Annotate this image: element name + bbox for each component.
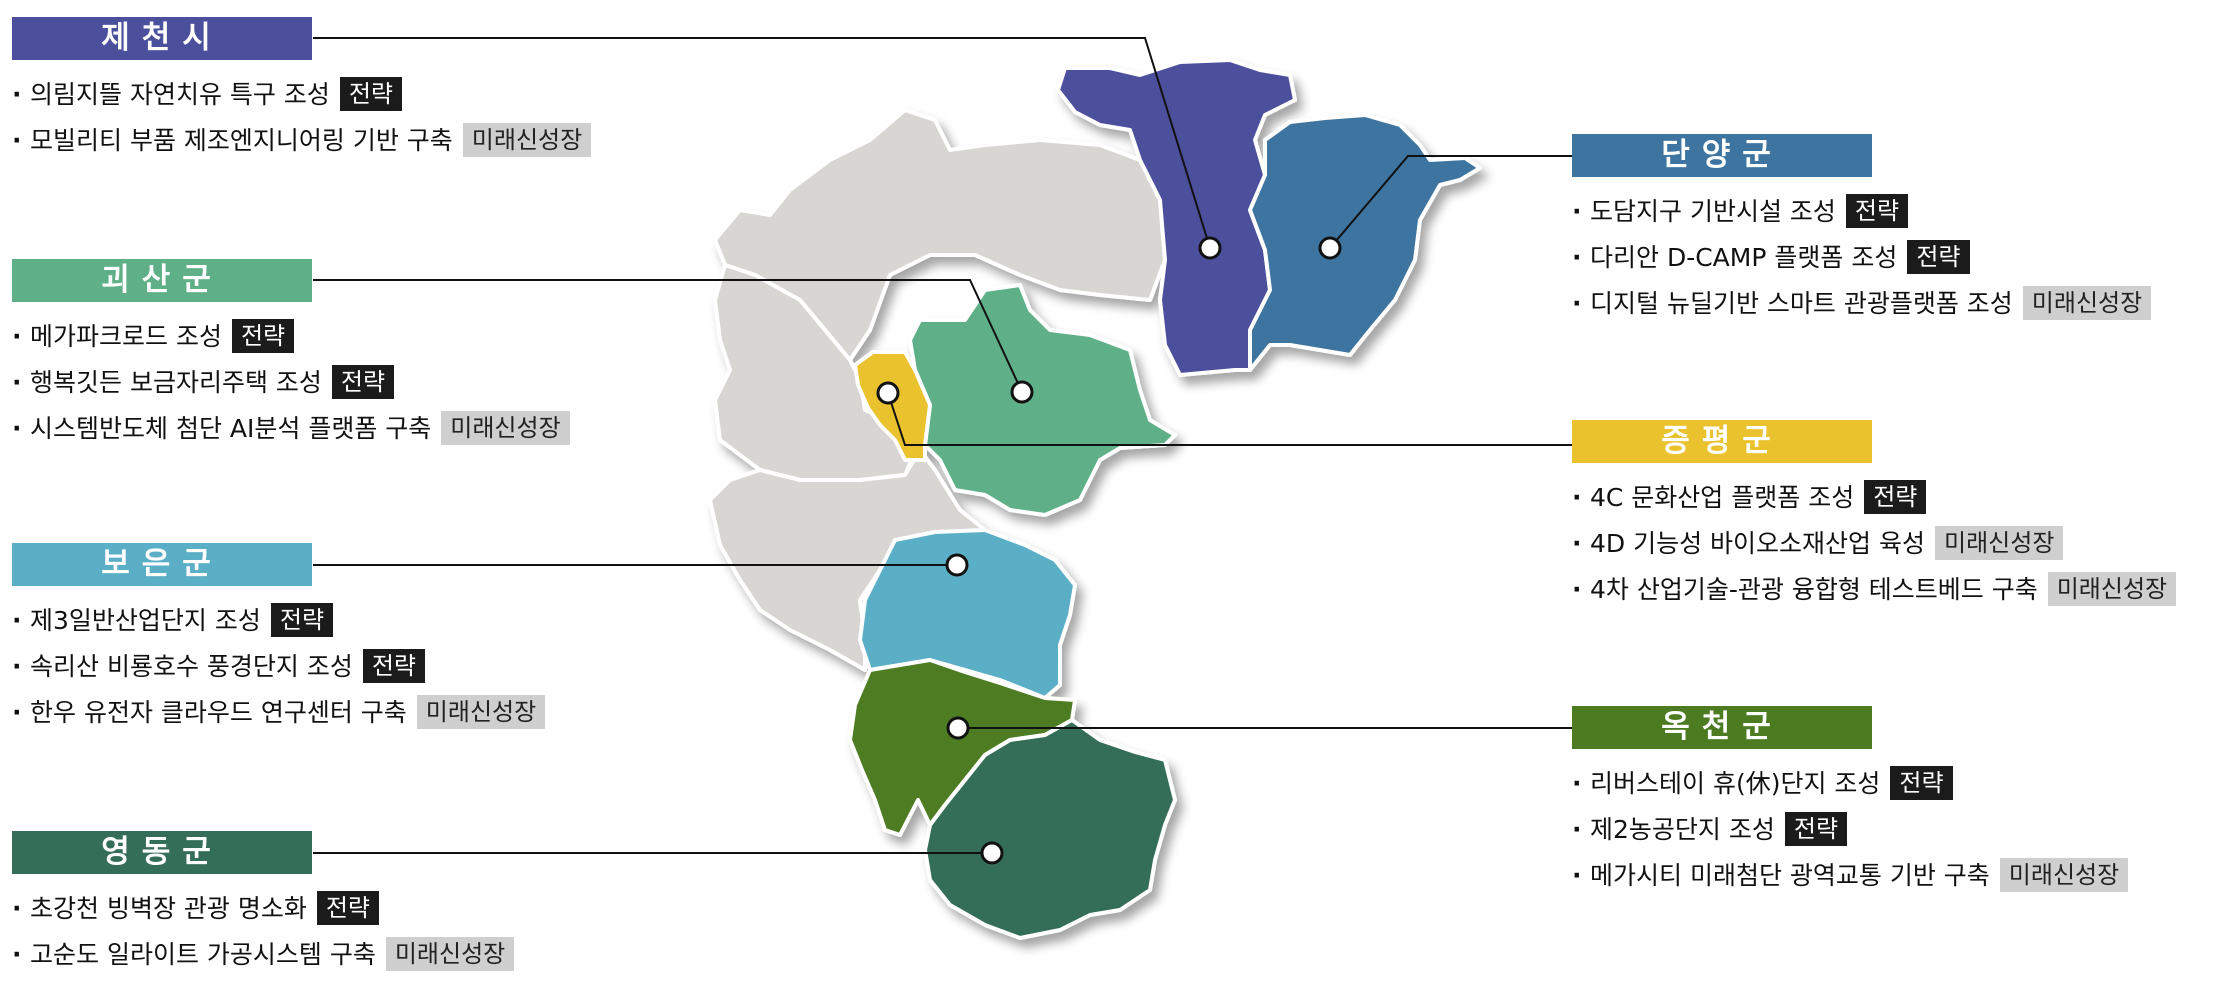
item-text: 4D 기능성 바이오소재산업 육성 (1590, 529, 1925, 558)
tag-badge: 미래신성장 (2022, 286, 2152, 320)
list-item: · 한우 유전자 클라우드 연구센터 구축 미래신성장 (12, 690, 652, 736)
list-item: · 다리안 D-CAMP 플랫폼 조성 전략 (1572, 235, 2212, 281)
list-item: · 4D 기능성 바이오소재산업 육성 미래신성장 (1572, 521, 2212, 567)
tag-badge: 전략 (231, 319, 295, 353)
item-text: 속리산 비룡호수 풍경단지 조성 (30, 652, 353, 681)
tag-badge: 전략 (1864, 480, 1927, 514)
item-text: 한우 유전자 클라우드 연구센터 구축 (30, 698, 407, 727)
region-banner: 증평군 (1572, 420, 1872, 463)
tag-badge: 전략 (1845, 194, 1909, 228)
tag-badge: 미래신성장 (2047, 572, 2177, 606)
leader-line-danyang (1329, 155, 1572, 249)
region-banner: 제천시 (12, 17, 312, 60)
item-text: 모빌리티 부품 제조엔지니어링 기반 구축 (30, 126, 453, 155)
tag-badge: 미래신성장 (462, 123, 592, 157)
item-text: 디지털 뉴딜기반 스마트 관광플랫폼 조성 (1590, 289, 2013, 318)
item-text: 고순도 일라이트 가공시스템 구축 (30, 940, 376, 969)
tag-badge: 전략 (331, 365, 395, 399)
tag-badge: 전략 (1784, 812, 1848, 846)
item-text: 다리안 D-CAMP 플랫폼 조성 (1590, 243, 1898, 272)
leader-line-jeungpyeong (887, 392, 1572, 446)
list-item: · 의림지뜰 자연치유 특구 조성 전략 (12, 72, 652, 118)
tag-badge: 미래신성장 (385, 937, 515, 971)
tag-badge: 미래신성장 (1999, 858, 2129, 892)
item-text: 도담지구 기반시설 조성 (1590, 197, 1836, 226)
item-text: 제3일반산업단지 조성 (30, 606, 261, 635)
region-banner: 옥천군 (1572, 706, 1872, 749)
region-shape-southwest (708, 448, 987, 672)
region-block-yeongdong: 영동군 · 초강천 빙벽장 관광 명소화 전략 · 고순도 일라이트 가공시스템 구축… (12, 831, 652, 978)
tag-badge: 전략 (316, 891, 380, 925)
leader-line-jecheon (313, 37, 1211, 249)
tag-badge: 전략 (270, 603, 334, 637)
marker-boeun (945, 553, 969, 577)
item-text: 의림지뜰 자연치유 특구 조성 (30, 80, 330, 109)
tag-badge: 미래신성장 (441, 411, 570, 445)
list-item: · 초강천 빙벽장 관광 명소화 전략 (12, 886, 652, 932)
marker-yeongdong (980, 841, 1004, 865)
region-block-okcheon: 옥천군 · 리버스테이 휴(休)단지 조성 전략 · 제2농공단지 조성 전략 · 메가시… (1572, 706, 2212, 899)
region-block-jeungpyeong: 증평군 · 4C 문화산업 플랫폼 조성 전략 · 4D 기능성 바이오소재산업 육성… (1572, 420, 2212, 613)
region-shape-goesan (908, 283, 1177, 517)
item-text: 메가파크로드 조성 (30, 322, 222, 351)
tag-badge: 전략 (362, 649, 426, 683)
region-block-goesan: 괴산군 · 메가파크로드 조성 전략 · 행복깃든 보금자리주택 조성 전략 · 시스템반… (12, 259, 652, 452)
region-banner: 영동군 (12, 831, 312, 874)
item-text: 리버스테이 휴(休)단지 조성 (1590, 769, 1881, 798)
region-shape-yeongdong (923, 718, 1177, 940)
marker-danyang (1318, 236, 1342, 260)
region-block-boeun: 보은군 · 제3일반산업단지 조성 전략 · 속리산 비룡호수 풍경단지 조성 전략 ·… (12, 543, 652, 736)
region-block-jecheon: 제천시 · 의림지뜰 자연치유 특구 조성 전략 · 모빌리티 부품 제조엔지니어링 … (12, 17, 652, 164)
list-item: · 행복깃든 보금자리주택 조성 전략 (12, 360, 652, 406)
item-text: 4C 문화산업 플랫폼 조성 (1590, 483, 1855, 512)
item-text: 행복깃든 보금자리주택 조성 (30, 368, 322, 397)
region-shape-danyang (1248, 113, 1482, 372)
marker-okcheon (946, 716, 970, 740)
list-item: · 메가파크로드 조성 전략 (12, 314, 652, 360)
region-banner: 단양군 (1572, 134, 1872, 177)
list-item: · 4C 문화산업 플랫폼 조성 전략 (1572, 475, 2212, 521)
tag-badge: 미래신성장 (416, 695, 546, 729)
tag-badge: 전략 (1907, 240, 1970, 274)
list-item: · 리버스테이 휴(休)단지 조성 전략 (1572, 761, 2212, 807)
region-banner: 괴산군 (12, 259, 312, 302)
item-text: 초강천 빙벽장 관광 명소화 (30, 894, 307, 923)
list-item: · 시스템반도체 첨단 AI분석 플랫폼 구축 미래신성장 (12, 406, 652, 452)
item-text: 4차 산업기술-관광 융합형 테스트베드 구축 (1590, 575, 2038, 604)
tag-badge: 전략 (339, 77, 403, 111)
item-text: 메가시티 미래첨단 광역교통 기반 구축 (1590, 861, 1990, 890)
marker-jeungpyeong (876, 381, 900, 405)
region-banner: 보은군 (12, 543, 312, 586)
tag-badge: 미래신성장 (1935, 526, 2064, 560)
list-item: · 모빌리티 부품 제조엔지니어링 기반 구축 미래신성장 (12, 118, 652, 164)
item-text: 제2농공단지 조성 (1590, 815, 1775, 844)
list-item: · 디지털 뉴딜기반 스마트 관광플랫폼 조성 미래신성장 (1572, 281, 2212, 327)
list-item: · 제2농공단지 조성 전략 (1572, 807, 2212, 853)
region-block-danyang: 단양군 · 도담지구 기반시설 조성 전략 · 다리안 D-CAMP 플랫폼 조성 전략… (1572, 134, 2212, 327)
list-item: · 메가시티 미래첨단 광역교통 기반 구축 미래신성장 (1572, 853, 2212, 899)
list-item: · 고순도 일라이트 가공시스템 구축 미래신성장 (12, 932, 652, 978)
list-item: · 속리산 비룡호수 풍경단지 조성 전략 (12, 644, 652, 690)
list-item: · 도담지구 기반시설 조성 전략 (1572, 189, 2212, 235)
marker-goesan (1010, 380, 1034, 404)
item-text: 시스템반도체 첨단 AI분석 플랫폼 구축 (30, 414, 432, 443)
tag-badge: 전략 (1890, 766, 1953, 800)
list-item: · 제3일반산업단지 조성 전략 (12, 598, 652, 644)
marker-jecheon (1198, 236, 1222, 260)
list-item: · 4차 산업기술-관광 융합형 테스트베드 구축 미래신성장 (1572, 567, 2212, 613)
leader-line-goesan (313, 279, 1023, 393)
